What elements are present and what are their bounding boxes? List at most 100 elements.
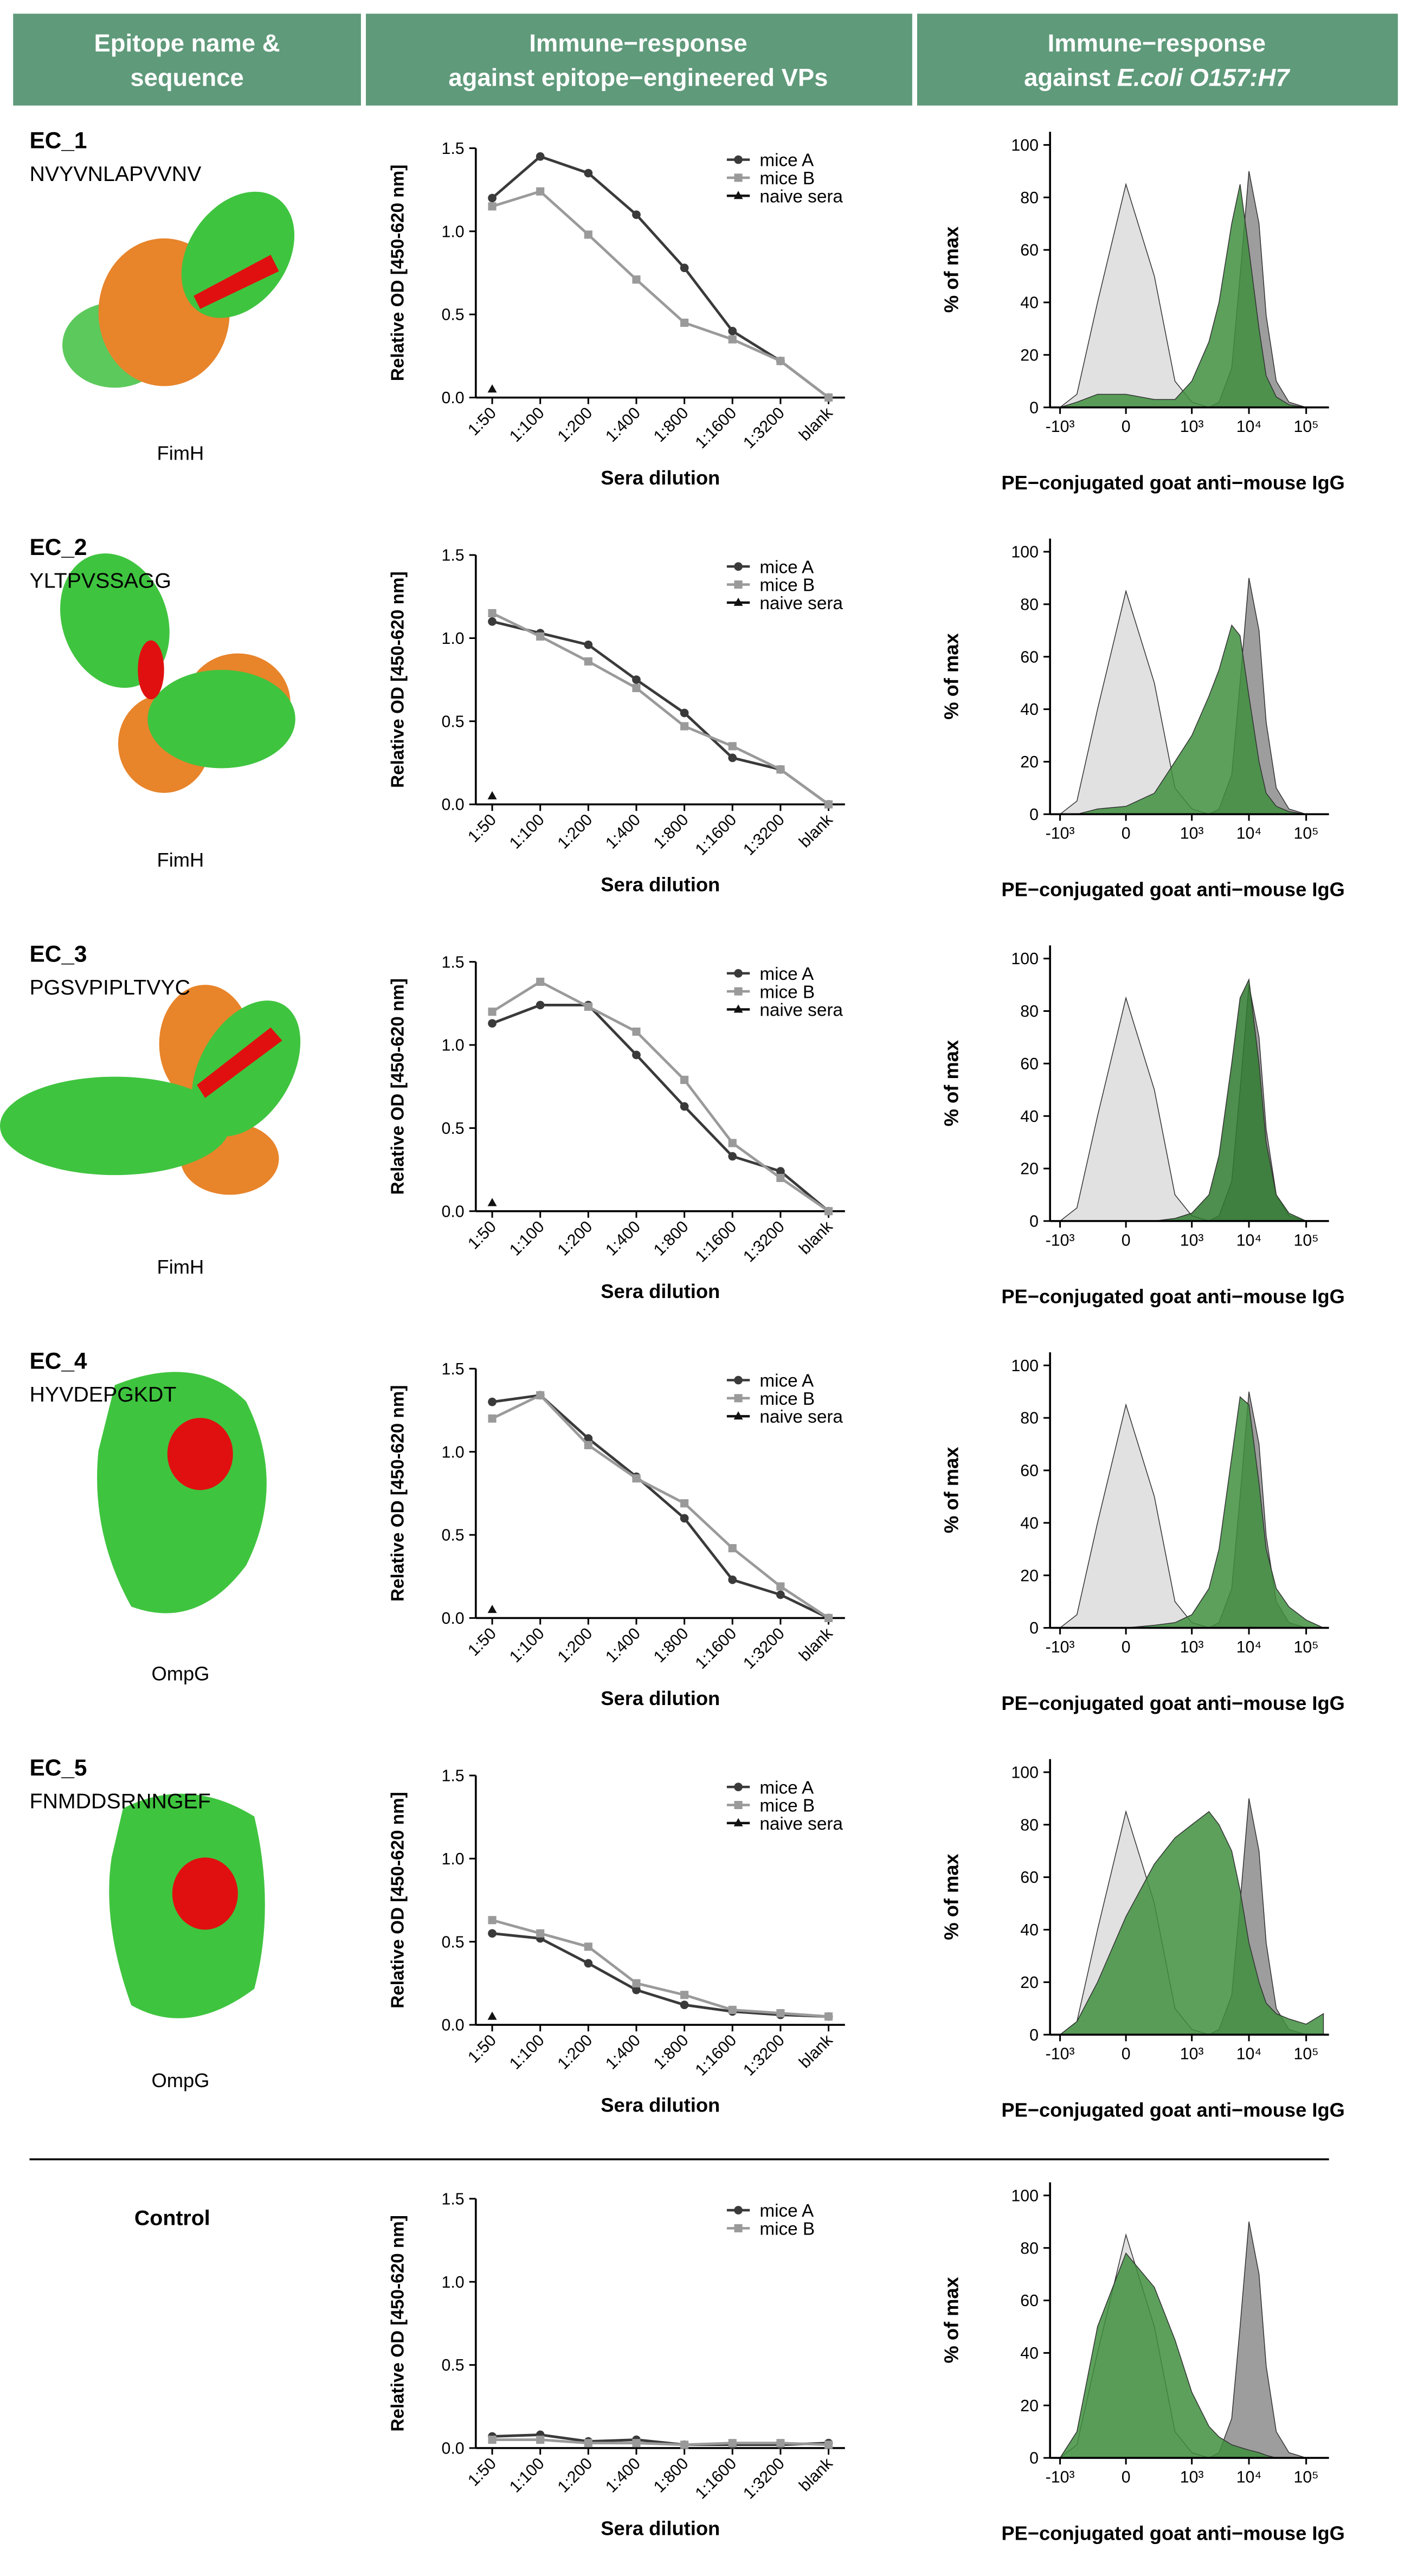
- marker: [632, 1027, 641, 1036]
- x-tick-label: -10³: [1046, 1231, 1075, 1249]
- marker: [728, 326, 737, 335]
- series-line: [492, 190, 829, 399]
- x-tick-label: 10⁴: [1236, 1231, 1262, 1249]
- x-tick-label: 10⁴: [1236, 2045, 1262, 2063]
- marker: [824, 1207, 833, 1216]
- legend-marker: [734, 173, 743, 182]
- x-axis-label: Sera dilution: [601, 874, 720, 896]
- marker: [584, 2439, 592, 2448]
- epitope-sequence: NVYVNLAPVVNV: [29, 162, 202, 186]
- y-tick-label: 20: [1020, 1974, 1039, 1992]
- series-line: [491, 612, 829, 806]
- epitope-sequence: HYVDEPGKDT: [29, 1383, 176, 1406]
- marker: [487, 1198, 497, 1206]
- legend-label: mice B: [759, 576, 815, 596]
- x-tick-label: 1:50: [465, 1624, 500, 1660]
- epitope-name: EC_3: [29, 941, 87, 967]
- y-tick-label: 0: [1029, 1213, 1039, 1231]
- x-tick-label: 10³: [1180, 1638, 1204, 1656]
- y-tick-label: 0.0: [442, 1610, 465, 1628]
- epitope-sequence: YLTPVSSAGG: [29, 569, 171, 593]
- marker: [680, 1499, 689, 1508]
- x-tick-label: 1:100: [506, 2455, 548, 2496]
- x-tick-label: 1:100: [506, 811, 548, 853]
- y-tick-label: 1.5: [442, 1360, 465, 1378]
- legend-label: mice A: [759, 1371, 814, 1391]
- y-axis-label: % of max: [940, 2277, 963, 2363]
- y-tick-label: 40: [1020, 1921, 1039, 1939]
- y-tick-label: 100: [1011, 2187, 1038, 2205]
- x-tick-label: 1:400: [602, 2455, 644, 2496]
- y-tick-label: 0.0: [442, 1203, 465, 1221]
- legend-label: naive sera: [759, 593, 843, 614]
- marker: [488, 1397, 497, 1406]
- x-tick-label: 1:100: [506, 2031, 548, 2073]
- x-tick-label: 1:800: [650, 2455, 692, 2496]
- legend-marker: [734, 1783, 743, 1792]
- epitope-name: EC_2: [29, 534, 87, 560]
- y-tick-label: 100: [1011, 137, 1038, 154]
- marker: [776, 1173, 785, 1182]
- x-tick-label: 1:200: [554, 2031, 596, 2073]
- histogram-area: [1059, 996, 1324, 1222]
- legend-label: mice B: [759, 1389, 815, 1409]
- marker: [632, 1979, 641, 1987]
- marker: [488, 617, 497, 626]
- x-tick-label: 10³: [1180, 418, 1204, 436]
- x-tick-label: 1:1600: [692, 1624, 740, 1673]
- marker: [488, 1916, 497, 1925]
- marker: [536, 632, 545, 641]
- x-tick-label: 10⁴: [1236, 2468, 1262, 2486]
- y-tick-label: 0: [1029, 2450, 1039, 2468]
- x-tick-label: 1:3200: [740, 404, 788, 452]
- legend-marker: [734, 1376, 743, 1385]
- legend-label: mice A: [759, 2201, 814, 2221]
- header-text: against E.coli O157:H7: [1024, 63, 1291, 91]
- marker: [584, 1002, 592, 1011]
- x-tick-label: 10⁵: [1294, 1638, 1319, 1656]
- x-tick-label: 1:100: [506, 1218, 548, 1260]
- y-tick-label: 60: [1020, 1462, 1039, 1480]
- x-tick-label: -10³: [1046, 825, 1075, 843]
- marker: [632, 275, 641, 284]
- epitope-name: EC_1: [29, 127, 87, 153]
- epitope-name: EC_4: [29, 1348, 87, 1373]
- legend-marker: [733, 597, 743, 606]
- marker: [776, 765, 785, 774]
- y-tick-label: 100: [1011, 1764, 1038, 1782]
- legend-marker: [734, 969, 743, 978]
- legend-marker: [734, 1394, 743, 1403]
- marker: [824, 1613, 833, 1622]
- y-tick-label: 20: [1020, 346, 1039, 364]
- x-tick-label: 10³: [1180, 2045, 1204, 2063]
- marker: [584, 640, 593, 649]
- protein-name: FimH: [157, 849, 204, 871]
- x-tick-label: 1:400: [602, 1624, 644, 1666]
- x-tick-label: 1:800: [650, 811, 692, 853]
- marker: [488, 1929, 497, 1938]
- x-tick-label: 10³: [1180, 1231, 1204, 1249]
- series-line: [492, 620, 829, 806]
- x-axis-label: PE−conjugated goat anti−mouse IgG: [1001, 1692, 1345, 1714]
- row-name: Control: [134, 2206, 210, 2230]
- y-axis-label: % of max: [940, 1447, 963, 1533]
- x-tick-label: 1:200: [554, 1218, 596, 1260]
- marker: [487, 1604, 497, 1613]
- x-tick-label: 1:100: [506, 1624, 548, 1666]
- x-tick-label: 1:400: [602, 1218, 644, 1260]
- y-tick-label: 80: [1020, 2239, 1039, 2257]
- x-tick-label: 1:50: [465, 1218, 500, 1253]
- marker: [680, 708, 689, 718]
- header-text: Epitope name &: [94, 29, 280, 57]
- x-tick-label: 1:200: [554, 811, 596, 853]
- legend-label: mice A: [759, 557, 814, 577]
- legend-label: mice B: [759, 169, 815, 189]
- y-tick-label: 100: [1011, 544, 1038, 561]
- y-axis-label: % of max: [940, 227, 963, 313]
- legend-marker: [734, 2206, 743, 2215]
- marker: [680, 722, 689, 731]
- legend-label: mice A: [759, 1778, 814, 1798]
- y-tick-label: 0: [1029, 399, 1039, 417]
- marker: [728, 742, 737, 751]
- header-text: E.coli O157:H7: [1117, 63, 1291, 91]
